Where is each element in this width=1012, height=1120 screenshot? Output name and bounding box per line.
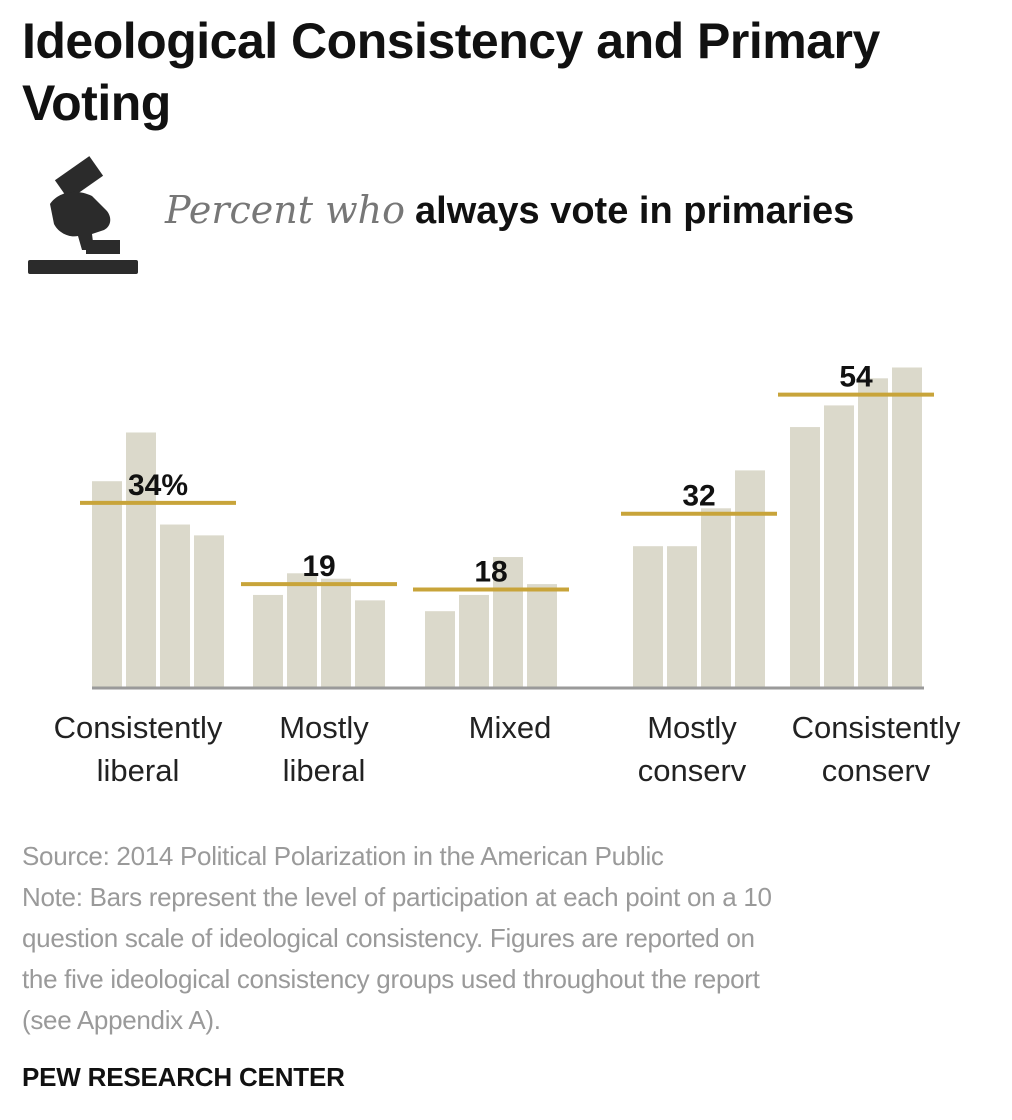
bar (667, 546, 697, 687)
subtitle-italic: Percent who (165, 188, 405, 232)
bar (892, 367, 922, 687)
group-label: Mixed (468, 710, 552, 745)
bar (194, 535, 224, 687)
bar (633, 546, 663, 687)
bar (92, 481, 122, 687)
data-label: 32 (682, 480, 715, 513)
group-label: Mostly liberal (279, 710, 369, 788)
chart-title: Ideological Consistency and Primary Voti… (22, 13, 880, 131)
bar (321, 578, 351, 687)
footnote: Source: 2014 Political Polarization in t… (22, 836, 1002, 1041)
data-label: 19 (302, 550, 335, 583)
note-line: question scale of ideological consistenc… (22, 923, 755, 953)
bar (160, 524, 190, 687)
source-note: Source: 2014 Political Polarization in t… (22, 841, 664, 871)
bar (126, 432, 156, 687)
bar (858, 378, 888, 687)
bar (824, 405, 854, 687)
group-label: Mostly conserv (637, 710, 747, 788)
bar (701, 508, 731, 687)
note-line: Note: Bars represent the level of partic… (22, 882, 772, 912)
ballot-box-icon (28, 156, 138, 274)
group-label: Consistently liberal (53, 710, 223, 788)
bar-chart: 34% 19 18 32 54 (80, 361, 934, 690)
data-label: 18 (474, 556, 507, 589)
bar (355, 600, 385, 687)
bar (253, 594, 283, 687)
note-line: the five ideological consistency groups … (22, 964, 760, 994)
subtitle-bold: always vote in primaries (415, 190, 855, 232)
bar (287, 573, 317, 687)
data-label: 54 (839, 361, 873, 394)
chart-subtitle: Percent who always vote in primaries (165, 188, 854, 233)
bar (425, 611, 455, 687)
bar (459, 594, 489, 687)
bar (735, 470, 765, 687)
data-label: 34% (128, 469, 188, 502)
group-label: Consistently conserv (791, 710, 961, 788)
note-line: (see Appendix A). (22, 1005, 221, 1035)
org-credit: PEW RESEARCH CENTER (22, 1062, 345, 1092)
bar (527, 584, 557, 687)
bar (790, 427, 820, 687)
bar (493, 557, 523, 687)
